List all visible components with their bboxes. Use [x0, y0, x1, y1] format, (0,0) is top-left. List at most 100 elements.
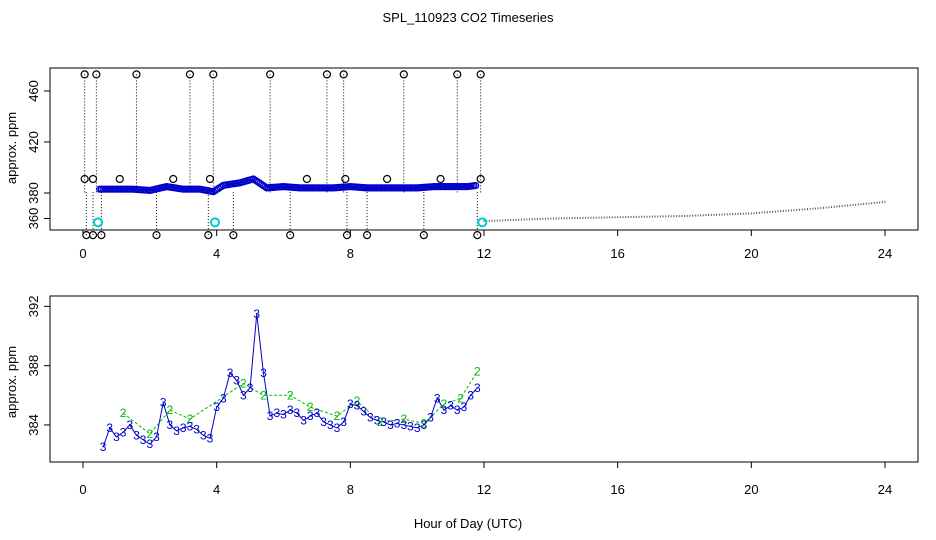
bottom-series-2-point: 2	[334, 409, 341, 423]
bottom-series-3-point: 3	[140, 433, 147, 447]
top-flag-point	[80, 174, 89, 184]
bottom-y-axis-label: approx. ppm	[4, 346, 19, 418]
bottom-series-2-point: 2	[421, 416, 428, 430]
bottom-series-3-point: 3	[421, 418, 428, 432]
bottom-series-3-point: 3	[200, 428, 207, 442]
bottom-series-3-point: 3	[126, 418, 133, 432]
bottom-series-3-point: 3	[260, 366, 267, 380]
top-flag-point	[204, 231, 213, 240]
bottom-series-3-point: 3	[180, 421, 187, 435]
top-flag-point	[152, 231, 161, 240]
top-plot-marks	[80, 70, 886, 240]
top-flag-point	[266, 70, 275, 79]
bottom-series-2-point: 2	[240, 376, 247, 390]
bottom-series-3-point: 3	[387, 418, 394, 432]
bottom-series-3-point: 3	[146, 437, 153, 451]
top-flag-point	[362, 231, 372, 240]
bottom-series-3-point: 3	[133, 428, 140, 442]
bottom-series-3-point: 3	[187, 419, 194, 433]
bottom-series-3-point: 3	[167, 418, 174, 432]
bottom-series-3-point: 3	[394, 416, 401, 430]
bottom-y-tick-label: 388	[26, 355, 41, 377]
top-flag-point	[476, 174, 485, 184]
bottom-series-3-point: 3	[327, 418, 334, 432]
bottom-series-3-point: 3	[454, 403, 461, 417]
top-flag-point	[185, 70, 195, 79]
bottom-x-tick-label: 4	[213, 482, 220, 497]
bottom-series-3-point: 3	[253, 307, 260, 321]
top-measurement-point	[261, 183, 269, 191]
bottom-series-3-point: 3	[153, 430, 160, 444]
bottom-x-tick-label: 8	[347, 482, 354, 497]
bottom-plot-frame	[49, 295, 919, 463]
bottom-x-tick-label: 20	[744, 482, 758, 497]
top-axes: 0 4 8 12 16 20 24 360 380 420 460	[26, 80, 892, 261]
bottom-series-2-point: 2	[474, 365, 481, 379]
top-y-axis-label: approx. ppm	[4, 112, 19, 184]
bottom-series-3-point: 3	[106, 421, 113, 435]
bottom-series-3-point: 3	[307, 409, 314, 423]
bottom-series-2-point: 2	[287, 388, 294, 402]
bottom-series-2-point: 2	[187, 412, 194, 426]
bottom-series-2-point: 2	[441, 397, 448, 411]
bottom-axes: 0 4 8 12 16 20 24 384 388 392	[26, 296, 892, 497]
bottom-series-3-point: 3	[441, 403, 448, 417]
top-flag-point	[341, 174, 350, 184]
bottom-series-2-point: 2	[307, 400, 314, 414]
top-flag-point	[436, 174, 445, 184]
bottom-series-3-point: 3	[207, 431, 214, 445]
top-flag-point	[286, 231, 295, 240]
top-x-tick-label: 24	[878, 246, 892, 261]
top-calibration-point	[93, 217, 104, 228]
top-flag-point	[88, 231, 98, 240]
bottom-series-3-point: 3	[294, 406, 301, 420]
top-flag-point	[229, 231, 238, 240]
top-flag-point	[322, 70, 332, 79]
bottom-series-3-point: 3	[414, 421, 421, 435]
bottom-series-3-point: 3	[400, 418, 407, 432]
bottom-series-3-point: 3	[113, 430, 120, 444]
bottom-series-3-point: 3	[380, 415, 387, 429]
chart-title: SPL_110923 CO2 Timeseries	[382, 10, 554, 25]
top-x-tick-label: 20	[744, 246, 758, 261]
bottom-series-2-point: 2	[377, 415, 384, 429]
bottom-series-2-point: 2	[457, 391, 464, 405]
top-y-tick-label: 420	[26, 131, 41, 153]
bottom-series-3-point: 3	[300, 414, 307, 428]
bottom-series-3-point: 3	[314, 406, 321, 420]
bottom-series-3-point: 3	[447, 399, 454, 413]
top-flag-point	[453, 70, 462, 79]
top-calibration-point	[477, 217, 488, 228]
bottom-x-tick-label: 24	[878, 482, 892, 497]
top-plot-frame	[49, 67, 919, 231]
bottom-series-3-point: 3	[220, 391, 227, 405]
bottom-series-3-point: 3	[160, 396, 167, 410]
bottom-series-3-line	[102, 313, 478, 448]
bottom-series-2-line	[122, 371, 478, 435]
bottom-series-2-point: 2	[146, 427, 153, 441]
bottom-series-3-point: 3	[320, 415, 327, 429]
bottom-series-3-point: 3	[193, 422, 200, 436]
top-flag-point	[115, 174, 124, 184]
top-flag-point	[399, 70, 408, 79]
top-x-tick-label: 4	[213, 246, 220, 261]
bottom-series-3-point: 3	[280, 408, 287, 422]
top-y-tick-label: 380	[26, 182, 41, 204]
bottom-series-3-point: 3	[173, 424, 180, 438]
top-x-tick-label: 8	[347, 246, 354, 261]
top-flag-point	[302, 174, 311, 184]
top-flag-point	[473, 231, 482, 240]
bottom-series-3-point: 3	[233, 373, 240, 387]
bottom-series-3-point: 3	[434, 391, 441, 405]
top-y-tick-label: 460	[26, 80, 41, 102]
top-x-tick-label: 16	[610, 246, 624, 261]
bottom-series-3-point: 3	[240, 388, 247, 402]
top-flag-point	[339, 70, 348, 79]
top-calibration-point	[209, 217, 220, 228]
top-flag-point	[132, 70, 141, 79]
bottom-series-3-point: 3	[100, 440, 107, 454]
bottom-y-tick-label: 392	[26, 296, 41, 318]
